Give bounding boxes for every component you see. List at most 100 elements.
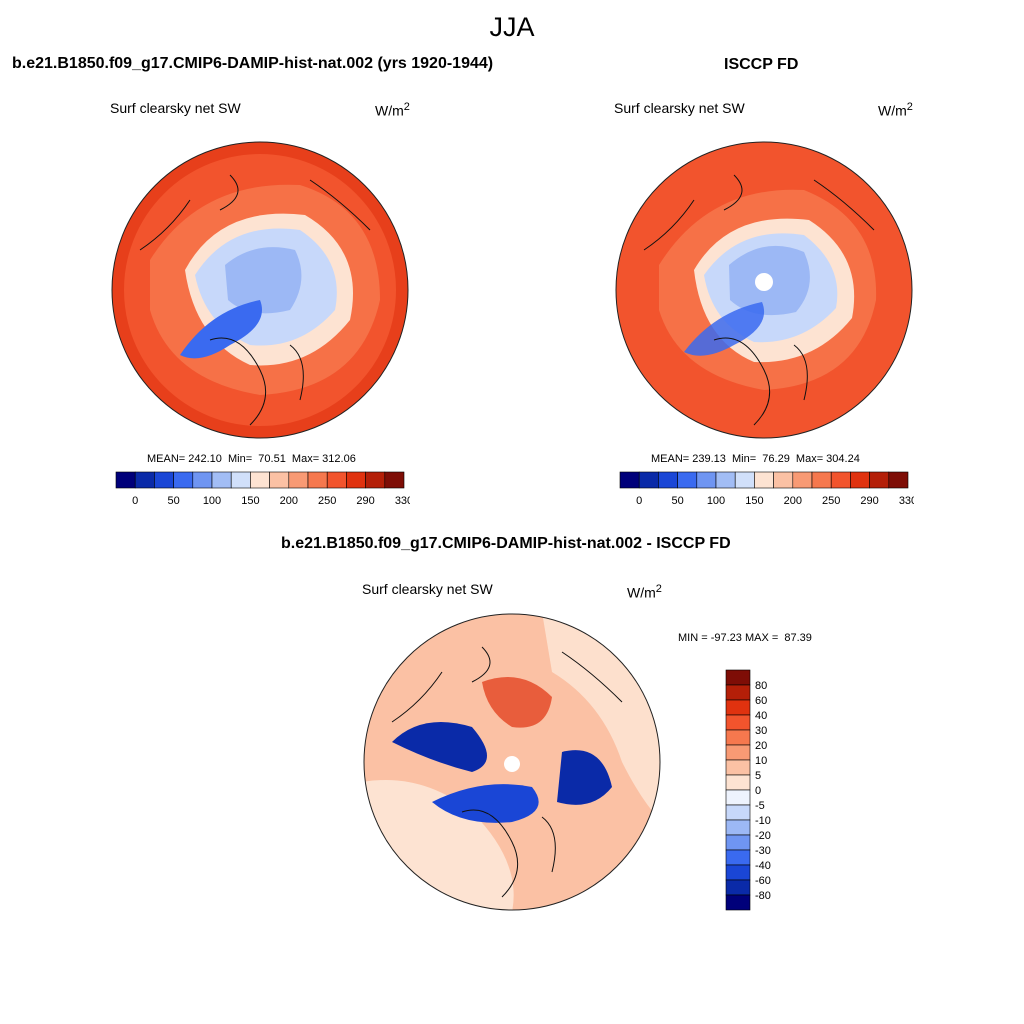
- colorbar-tick-label: 150: [241, 495, 259, 507]
- map-diff-blue-center: [432, 784, 539, 823]
- colorbar-swatch: [211, 471, 232, 489]
- colorbar-swatch: [250, 471, 270, 489]
- colorbar-swatch: [365, 471, 386, 489]
- colorbar-swatch: [725, 834, 751, 851]
- colorbar-swatch: [658, 471, 678, 489]
- colorbar-tick-label: 250: [318, 495, 336, 507]
- panel-1-variable: Surf clearsky net SW: [110, 100, 241, 116]
- colorbar-tick-label: -10: [755, 815, 771, 827]
- colorbar-swatch: [725, 864, 751, 881]
- colorbar-swatch: [346, 471, 366, 489]
- colorbar-tick-label: 0: [132, 495, 138, 507]
- colorbar-swatch: [192, 471, 213, 489]
- colorbar-swatch: [725, 729, 751, 746]
- colorbar-swatch: [773, 471, 794, 489]
- colorbar-tick-label: 5: [755, 770, 761, 782]
- colorbar-swatch: [725, 789, 751, 806]
- colorbar-swatch: [725, 744, 751, 761]
- colorbar-tick-label: -60: [755, 875, 771, 887]
- colorbar-swatch: [792, 471, 813, 489]
- map-model: [111, 141, 409, 439]
- colorbar-swatch: [850, 471, 870, 489]
- map-observation: [615, 141, 913, 439]
- panel-2-stats: MEAN= 239.13 Min= 76.29 Max= 304.24: [651, 453, 860, 465]
- colorbar-swatch: [725, 669, 751, 686]
- colorbar-tick-label: -40: [755, 860, 771, 872]
- colorbar-swatch: [725, 804, 751, 821]
- map-obs-coast: [643, 174, 875, 426]
- map-model-coast: [139, 174, 371, 426]
- colorbar-swatch: [230, 471, 251, 489]
- colorbar-tick-label: 50: [167, 495, 179, 507]
- colorbar-swatch: [725, 699, 751, 716]
- colorbar-tick-label: 100: [707, 495, 725, 507]
- colorbar-tick-label: 60: [755, 695, 767, 707]
- colorbar-swatch: [715, 471, 736, 489]
- figure-title: JJA: [489, 12, 535, 42]
- colorbar-tick-label: 0: [755, 785, 761, 797]
- colorbar-swatch: [619, 471, 640, 489]
- colorbar-swatch: [696, 471, 717, 489]
- colorbar-swatch: [173, 471, 194, 489]
- colorbar-swatch: [134, 471, 155, 489]
- colorbar-swatch: [288, 471, 309, 489]
- map-obs-pole-hole: [755, 273, 773, 291]
- colorbar-observation: 0 50 100 150 200 250 290 330: [619, 471, 914, 507]
- colorbar-tick-label: 20: [755, 740, 767, 752]
- colorbar-swatch: [725, 819, 751, 836]
- colorbar-swatch: [154, 471, 174, 489]
- map-diff-pole-hole: [504, 756, 520, 772]
- colorbar-swatch: [677, 471, 698, 489]
- panel-1-title: b.e21.B1850.f09_g17.CMIP6-DAMIP-hist-nat…: [12, 55, 494, 72]
- colorbar-swatch: [384, 471, 405, 489]
- colorbar-swatch: [869, 471, 890, 489]
- colorbar-tick-label: 290: [860, 495, 878, 507]
- map-diff-blue-right: [557, 750, 612, 805]
- colorbar-tick-label: 330: [899, 495, 914, 507]
- colorbar-swatch: [830, 471, 851, 489]
- map-difference: [363, 613, 661, 911]
- colorbar-tick-label: -5: [755, 800, 765, 812]
- colorbar-tick-label: -20: [755, 830, 771, 842]
- panel-2-variable: Surf clearsky net SW: [614, 100, 745, 116]
- colorbar-swatch: [725, 759, 751, 776]
- colorbar-swatch: [811, 471, 832, 489]
- colorbar-swatch: [115, 471, 136, 489]
- panel-3-variable: Surf clearsky net SW: [362, 581, 493, 597]
- map-obs-greenland: [684, 302, 765, 356]
- colorbar-tick-label: 50: [671, 495, 683, 507]
- panel-1-stats: MEAN= 242.10 Min= 70.51 Max= 312.06: [147, 453, 356, 465]
- colorbar-swatch: [725, 774, 751, 791]
- colorbar-tick-label: 200: [280, 495, 298, 507]
- colorbar-tick-label: 250: [822, 495, 840, 507]
- colorbar-tick-label: 290: [356, 495, 374, 507]
- panel-3-stats: MIN = -97.23 MAX = 87.39: [678, 632, 812, 644]
- colorbar-tick-label: 0: [636, 495, 642, 507]
- panel-2-units: W/m2: [878, 101, 913, 119]
- colorbar-tick-label: -80: [755, 890, 771, 902]
- map-diff-coast: [391, 646, 623, 898]
- colorbar-swatch: [638, 471, 659, 489]
- colorbar-tick-label: 10: [755, 755, 767, 767]
- colorbar-difference: 80 60 40 30 20 10 5 0 -5 -10 -20 -30 -40 -60 -80: [725, 669, 771, 911]
- colorbar-swatch: [754, 471, 774, 489]
- colorbar-swatch: [734, 471, 755, 489]
- panel-2-title: ISCCP FD: [724, 56, 799, 73]
- colorbar-tick-label: -30: [755, 845, 771, 857]
- colorbar-swatch: [725, 684, 751, 701]
- map-model-greenland: [180, 300, 262, 359]
- colorbar-swatch: [269, 471, 290, 489]
- colorbar-tick-label: 80: [755, 680, 767, 692]
- map-model-ring: [112, 142, 408, 438]
- panel-3-title: b.e21.B1850.f09_g17.CMIP6-DAMIP-hist-nat…: [281, 535, 731, 552]
- colorbar-tick-label: 200: [784, 495, 802, 507]
- colorbar-swatch: [326, 471, 347, 489]
- colorbar-tick-label: 100: [203, 495, 221, 507]
- colorbar-swatch: [725, 714, 751, 731]
- colorbar-tick-label: 150: [745, 495, 763, 507]
- colorbar-swatch: [725, 849, 751, 866]
- map-model-ice-mid: [225, 247, 302, 314]
- colorbar-model: 0 50 100 150 200 250 290 330: [115, 471, 410, 507]
- colorbar-swatch: [725, 894, 751, 911]
- map-diff-red-center: [482, 677, 552, 728]
